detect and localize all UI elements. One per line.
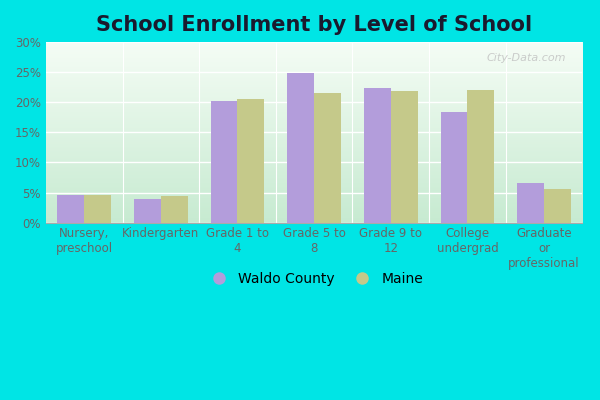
Bar: [364, 88, 391, 222]
Bar: [544, 189, 571, 222]
Bar: [161, 196, 188, 222]
Legend: Waldo County, Maine: Waldo County, Maine: [199, 266, 429, 292]
Bar: [238, 99, 265, 222]
Bar: [440, 112, 467, 222]
Bar: [314, 93, 341, 222]
Bar: [391, 92, 418, 222]
Bar: [84, 195, 111, 222]
Bar: [517, 184, 544, 222]
Bar: [287, 73, 314, 222]
Bar: [58, 195, 84, 222]
Text: City-Data.com: City-Data.com: [487, 53, 566, 63]
Title: School Enrollment by Level of School: School Enrollment by Level of School: [96, 15, 532, 35]
Bar: [211, 101, 238, 222]
Bar: [134, 199, 161, 222]
Bar: [467, 90, 494, 222]
